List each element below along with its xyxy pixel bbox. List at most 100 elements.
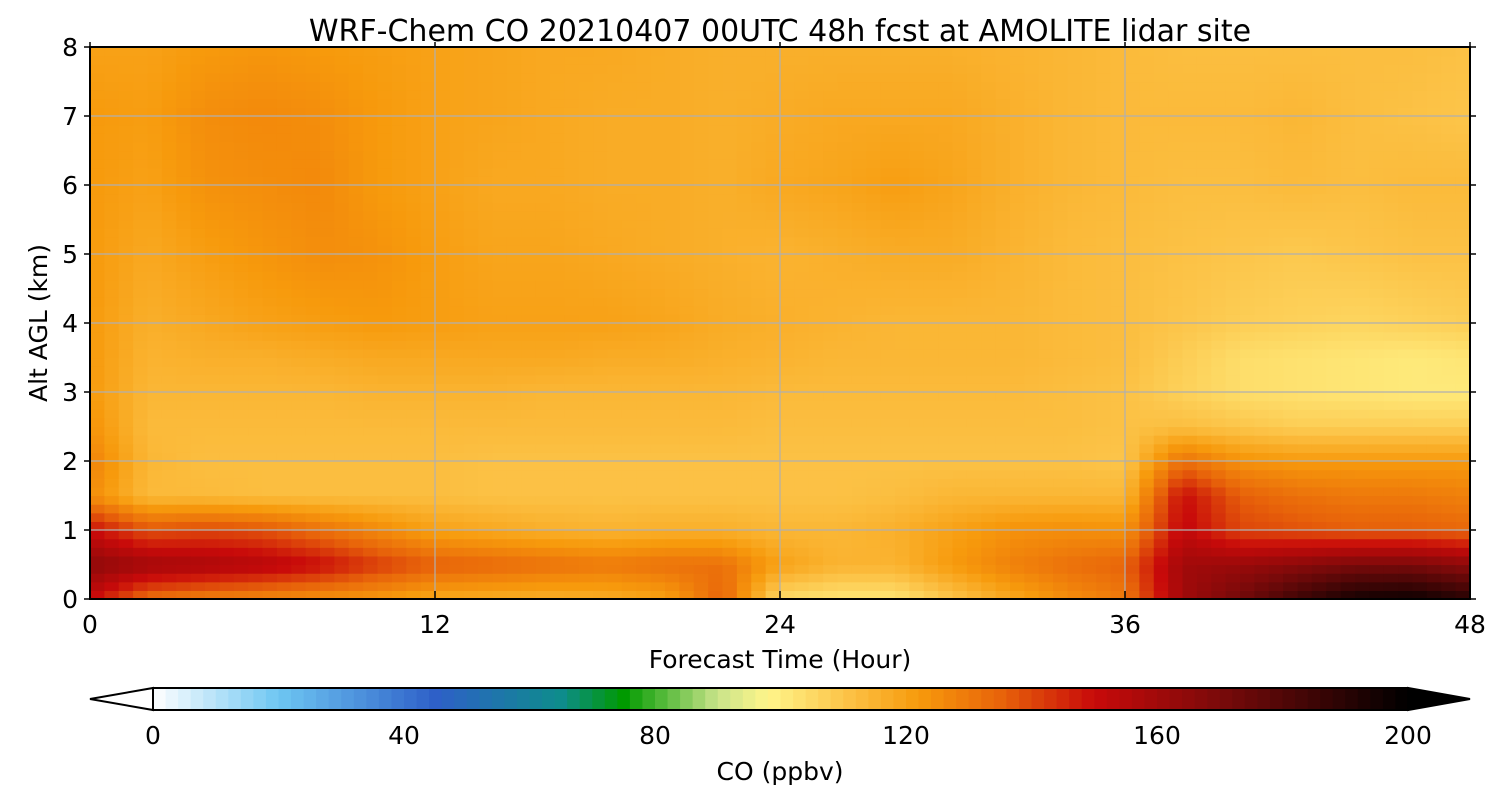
heatmap-cell [291, 409, 307, 419]
heatmap-cell [147, 167, 163, 177]
heatmap-cell [1297, 426, 1313, 436]
heatmap-cell [478, 521, 494, 531]
heatmap-cell [535, 426, 551, 436]
heatmap-cell [837, 555, 853, 566]
heatmap-cell [823, 530, 839, 540]
heatmap-cell [478, 210, 494, 221]
heatmap-cell [190, 331, 206, 341]
heatmap-cell [1168, 271, 1184, 281]
heatmap-cell [233, 348, 249, 359]
heatmap-cell [233, 262, 249, 272]
heatmap-cell [1412, 435, 1428, 445]
heatmap-cell [521, 348, 537, 359]
heatmap-cell [233, 245, 249, 255]
heatmap-cell [291, 245, 307, 255]
heatmap-cell [708, 245, 724, 255]
heatmap-cell [118, 262, 134, 272]
heatmap-cell [435, 193, 450, 203]
heatmap-cell [593, 426, 609, 436]
heatmap-cell [1340, 504, 1356, 514]
heatmap-cell [578, 176, 594, 186]
heatmap-cell [334, 486, 350, 497]
heatmap-cell [995, 167, 1011, 177]
heatmap-cell [1240, 495, 1255, 505]
heatmap-cell [320, 435, 335, 445]
heatmap-cell [90, 340, 105, 350]
heatmap-cell [463, 271, 479, 281]
heatmap-cell [1010, 581, 1025, 591]
heatmap-cell [736, 392, 752, 402]
heatmap-cell [104, 581, 120, 591]
heatmap-cell [1311, 383, 1327, 393]
heatmap-cell [1110, 185, 1126, 195]
heatmap-cell [406, 409, 422, 419]
heatmap-cell [880, 504, 896, 514]
heatmap-cell [736, 417, 752, 428]
heatmap-cell [938, 193, 954, 203]
heatmap-cell [1153, 297, 1169, 307]
heatmap-cell [751, 340, 767, 350]
heatmap-cell [981, 297, 997, 307]
heatmap-cell [478, 314, 494, 324]
heatmap-cell [1297, 469, 1313, 479]
heatmap-cell [1038, 547, 1054, 557]
heatmap-cell [650, 245, 666, 255]
heatmap-cell [665, 219, 680, 229]
heatmap-cell [578, 573, 594, 583]
heatmap-cell [794, 245, 810, 255]
heatmap-cell [880, 417, 896, 428]
heatmap-cell [780, 486, 795, 497]
heatmap-cell [90, 305, 105, 315]
heatmap-cell [938, 581, 954, 591]
heatmap-cell [1240, 357, 1255, 367]
heatmap-cell [1297, 236, 1313, 246]
heatmap-cell [435, 486, 450, 497]
heatmap-cell [535, 417, 551, 428]
heatmap-cell [851, 469, 867, 479]
heatmap-cell [1340, 357, 1356, 367]
heatmap-cell [593, 495, 609, 505]
heatmap-cell [780, 374, 795, 384]
heatmap-cell [1297, 590, 1313, 599]
heatmap-cell [808, 202, 824, 212]
heatmap-cell [564, 236, 580, 246]
heatmap-cell [449, 254, 465, 264]
heatmap-cell [1096, 323, 1112, 333]
heatmap-cell [866, 530, 882, 540]
heatmap-cell [780, 435, 795, 445]
heatmap-cell [248, 323, 264, 333]
heatmap-cell [952, 469, 968, 479]
heatmap-cell [262, 236, 278, 246]
heatmap-cell [981, 426, 997, 436]
heatmap-cell [751, 159, 767, 169]
heatmap-cell [478, 340, 494, 350]
heatmap-cell [880, 348, 896, 359]
heatmap-cell [478, 495, 494, 505]
heatmap-cell [693, 452, 709, 462]
heatmap-cell [578, 228, 594, 238]
heatmap-cell [1110, 366, 1126, 376]
heatmap-cell [161, 219, 177, 229]
heatmap-cell [190, 254, 206, 264]
heatmap-cell [1369, 159, 1385, 169]
heatmap-cell [1240, 228, 1255, 238]
heatmap-cell [578, 564, 594, 574]
heatmap-cell [1196, 452, 1212, 462]
heatmap-cell [938, 426, 954, 436]
heatmap-cell [133, 150, 149, 160]
heatmap-cell [550, 486, 565, 497]
heatmap-cell [276, 262, 292, 272]
heatmap-cell [1398, 271, 1414, 281]
heatmap-cell [133, 581, 149, 591]
heatmap-cell [550, 383, 565, 393]
heatmap-cell [1369, 478, 1385, 488]
heatmap-cell [420, 478, 436, 488]
heatmap-cell [722, 150, 738, 160]
heatmap-cell [320, 254, 335, 264]
heatmap-cell [420, 193, 436, 203]
heatmap-cell [161, 167, 177, 177]
heatmap-cell [866, 262, 882, 272]
heatmap-cell [1225, 202, 1241, 212]
heatmap-cell [621, 573, 637, 583]
heatmap-cell [693, 228, 709, 238]
